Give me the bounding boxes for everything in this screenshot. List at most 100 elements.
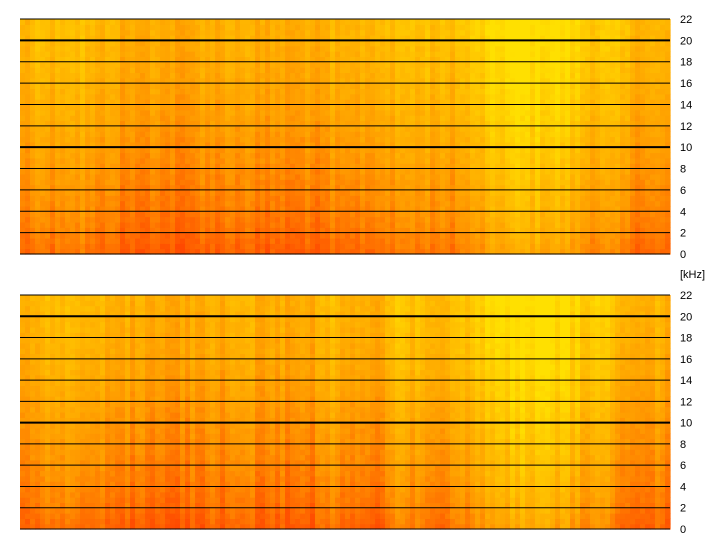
heatmap-cell xyxy=(110,24,116,31)
heatmap-cell xyxy=(65,152,71,159)
heatmap-cell xyxy=(165,115,171,122)
heatmap-cell xyxy=(550,168,556,175)
heatmap-cell xyxy=(560,93,566,100)
heatmap-cell xyxy=(60,173,66,180)
heatmap-cell xyxy=(145,24,151,31)
heatmap-cell xyxy=(555,205,561,212)
heatmap-cell xyxy=(250,24,256,31)
heatmap-cell xyxy=(115,157,121,164)
heatmap-cell xyxy=(540,173,546,180)
heatmap-cell xyxy=(390,56,396,63)
heatmap-cell xyxy=(45,77,51,84)
heatmap-cell xyxy=(445,211,451,218)
heatmap-cell xyxy=(180,157,186,164)
heatmap-cell xyxy=(545,120,551,127)
heatmap-cell xyxy=(565,99,571,106)
heatmap-cell xyxy=(200,77,206,84)
heatmap-cell xyxy=(460,109,466,116)
heatmap-cell xyxy=(285,141,291,148)
heatmap-cell xyxy=(560,147,566,154)
heatmap-cell xyxy=(330,61,336,68)
heatmap-cell xyxy=(45,120,51,127)
heatmap-cell xyxy=(535,131,541,138)
heatmap-cell xyxy=(160,115,166,122)
heatmap-cell xyxy=(300,221,306,228)
heatmap-cell xyxy=(200,131,206,138)
heatmap-cell xyxy=(230,131,236,138)
heatmap-cell xyxy=(120,136,126,143)
heatmap-cell xyxy=(355,237,361,244)
heatmap-cell xyxy=(55,35,61,41)
heatmap-cell xyxy=(110,163,116,170)
heatmap-cell xyxy=(105,19,111,25)
heatmap-cell xyxy=(195,221,201,228)
heatmap-cell xyxy=(250,179,256,186)
heatmap-cell xyxy=(435,109,441,116)
heatmap-cell xyxy=(450,61,456,68)
heatmap-cell xyxy=(35,40,41,47)
heatmap-cell xyxy=(420,216,426,223)
heatmap-cell xyxy=(115,125,121,132)
heatmap-cell xyxy=(435,243,441,250)
heatmap-cell xyxy=(440,205,446,212)
heatmap-cell xyxy=(360,141,366,148)
heatmap-cell xyxy=(330,205,336,212)
heatmap-cell xyxy=(250,35,256,41)
heatmap-cell xyxy=(190,77,196,84)
heatmap-cell xyxy=(490,221,496,228)
heatmap-cell xyxy=(490,51,496,57)
heatmap-cell xyxy=(295,216,301,223)
heatmap-cell xyxy=(415,216,421,223)
heatmap-cell xyxy=(280,237,286,244)
heatmap-cell xyxy=(85,56,91,63)
heatmap-cell xyxy=(580,184,586,191)
heatmap-cell xyxy=(35,136,41,143)
heatmap-cell xyxy=(135,248,141,255)
heatmap-cell xyxy=(275,51,281,57)
heatmap-cell xyxy=(200,61,206,68)
heatmap-cell xyxy=(225,168,231,175)
heatmap-cell xyxy=(375,131,381,138)
heatmap-cell xyxy=(280,216,286,223)
heatmap-cell xyxy=(575,99,581,106)
heatmap-cell xyxy=(185,61,191,68)
heatmap-cell xyxy=(20,205,26,212)
heatmap-cell xyxy=(165,147,171,154)
heatmap-cell xyxy=(200,237,206,244)
heatmap-cell xyxy=(295,179,301,186)
heatmap-cell xyxy=(360,120,366,127)
heatmap-cell xyxy=(315,99,321,106)
heatmap-cell xyxy=(560,157,566,164)
heatmap-cell xyxy=(535,163,541,170)
heatmap-cell xyxy=(530,35,536,41)
heatmap-cell xyxy=(565,125,571,132)
heatmap-cell xyxy=(420,237,426,244)
heatmap-cell xyxy=(60,163,66,170)
heatmap-cell xyxy=(575,227,581,234)
heatmap-cell xyxy=(470,211,476,218)
heatmap-cell xyxy=(385,120,391,127)
heatmap-cell xyxy=(450,152,456,159)
heatmap-cell xyxy=(350,24,356,31)
heatmap-cell xyxy=(310,211,316,218)
heatmap-cell xyxy=(315,109,321,116)
heatmap-cell xyxy=(340,51,346,57)
heatmap-cell xyxy=(80,163,86,170)
heatmap-cell xyxy=(235,83,241,90)
heatmap-cell xyxy=(220,88,226,95)
heatmap-cell xyxy=(490,152,496,159)
heatmap-cell xyxy=(230,184,236,191)
heatmap-cell xyxy=(465,189,471,196)
heatmap-cell xyxy=(545,179,551,186)
heatmap-cell xyxy=(360,56,366,63)
heatmap-cell xyxy=(90,125,96,132)
heatmap-cell xyxy=(440,93,446,100)
heatmap-cell xyxy=(55,248,61,255)
heatmap-cell xyxy=(25,216,31,223)
heatmap-cell xyxy=(180,120,186,127)
heatmap-cell xyxy=(555,51,561,57)
heatmap-cell xyxy=(370,109,376,116)
heatmap-cell xyxy=(480,45,486,52)
heatmap-cell xyxy=(575,189,581,196)
heatmap-cell xyxy=(295,163,301,170)
